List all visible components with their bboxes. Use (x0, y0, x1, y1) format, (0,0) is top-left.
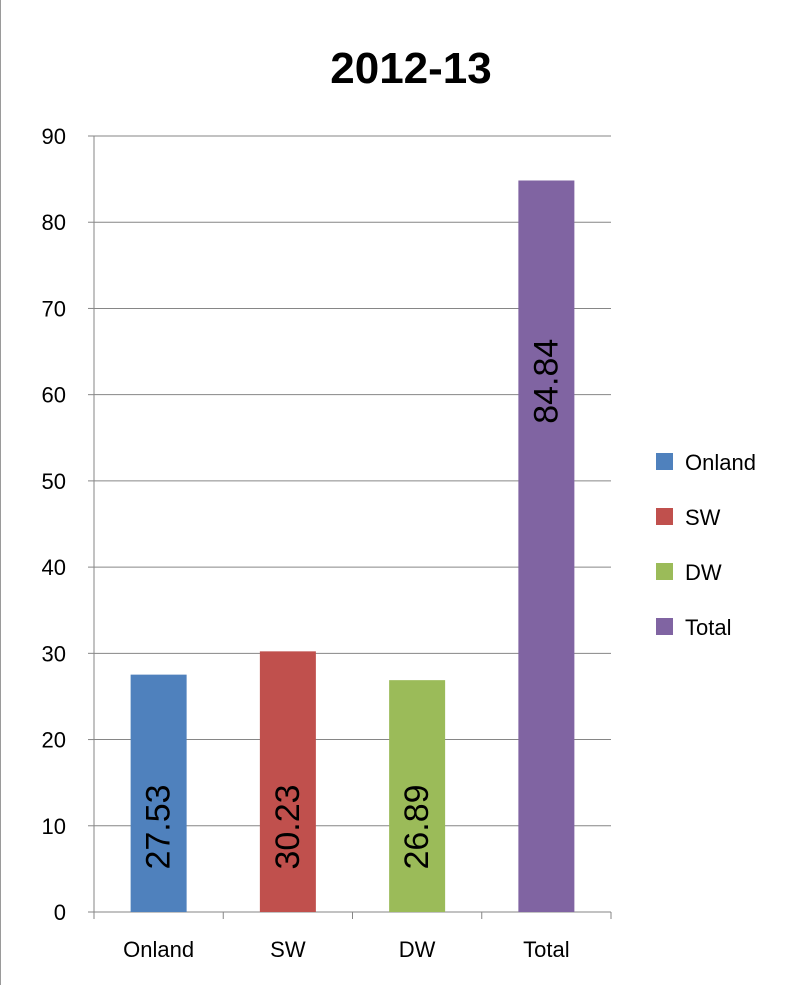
y-tick-label: 0 (54, 900, 66, 925)
legend-label: Onland (685, 450, 756, 475)
x-tick-label: Total (523, 937, 569, 962)
y-tick-label: 40 (42, 555, 66, 580)
y-tick-label: 80 (42, 210, 66, 235)
bar-dw (389, 680, 446, 912)
y-tick-label: 90 (42, 124, 66, 149)
y-tick-label: 20 (42, 728, 66, 753)
bars (130, 180, 575, 912)
x-tick-label: Onland (123, 937, 194, 962)
bar-sw (259, 651, 316, 912)
legend-swatch (656, 618, 673, 635)
data-label-onland: 27.53 (140, 784, 178, 869)
legend-swatch (656, 563, 673, 580)
legend-swatch (656, 453, 673, 470)
data-label-total: 84.84 (527, 339, 565, 424)
legend-label: DW (685, 560, 722, 585)
y-tick-label: 50 (42, 469, 66, 494)
legend-label: SW (685, 505, 721, 530)
x-tick-label: DW (399, 937, 436, 962)
legend-swatch (656, 508, 673, 525)
axes: 0 10 20 30 40 50 60 70 80 90 Onland SW DW Total (42, 124, 612, 962)
data-label-dw: 26.89 (398, 784, 436, 869)
y-tick-label: 30 (42, 641, 66, 666)
data-label-sw: 30.23 (269, 784, 307, 869)
y-tick-label: 70 (42, 296, 66, 321)
legend-label: Total (685, 615, 731, 640)
x-tick-label: SW (270, 937, 306, 962)
legend: Onland SW DW Total (656, 450, 756, 640)
bar-onland (130, 674, 187, 912)
y-tick-label: 60 (42, 383, 66, 408)
bar-total (518, 180, 575, 912)
chart-title: 2012-13 (330, 44, 491, 93)
data-labels: 27.53 30.23 26.89 84.84 (140, 339, 566, 870)
y-tick-label: 10 (42, 814, 66, 839)
